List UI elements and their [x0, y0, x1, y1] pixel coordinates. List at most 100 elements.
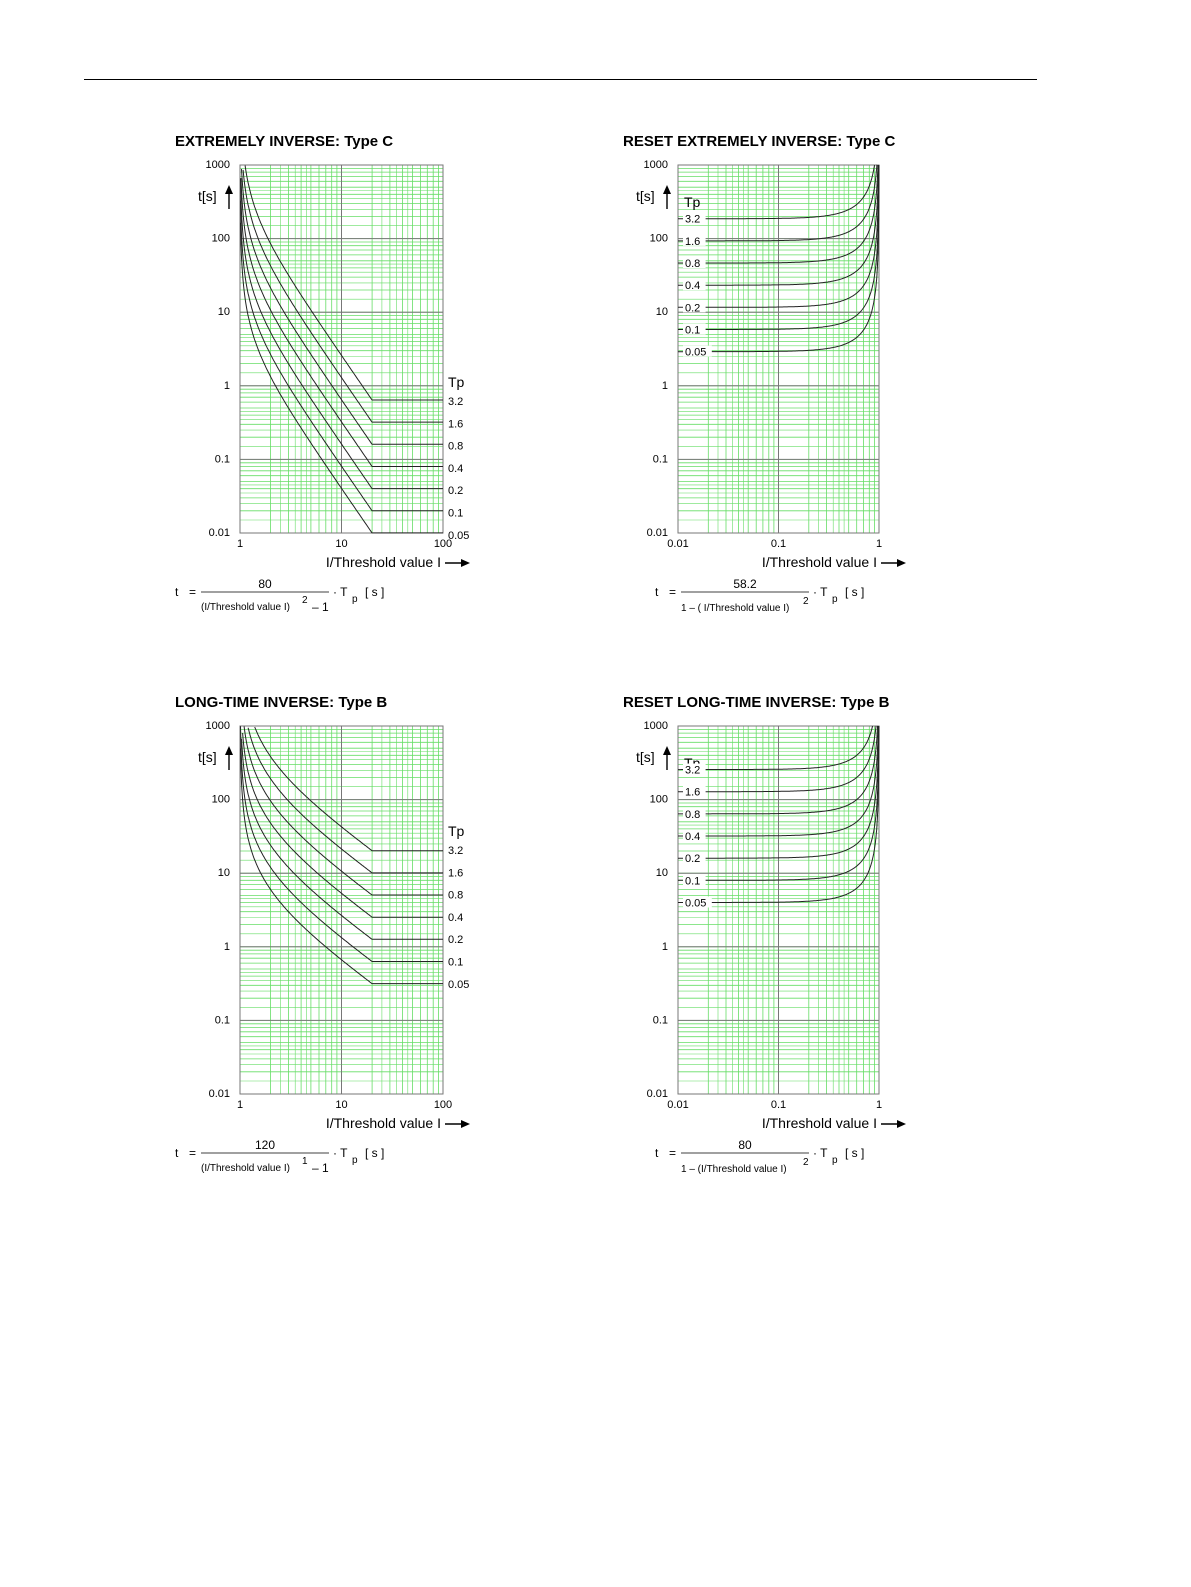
curve-label-1.6: 1.6 — [448, 867, 463, 879]
y-tick-label: 1 — [224, 941, 230, 953]
curve-tp-0.1 — [240, 200, 443, 512]
formula-unit: [ s ] — [365, 1146, 384, 1160]
curve-label-bg — [683, 323, 706, 335]
formula-numerator: 80 — [738, 1138, 752, 1152]
formula-exponent: 2 — [803, 1157, 809, 1168]
curve-label-bg — [683, 896, 712, 908]
curve-tp-3.2 — [678, 725, 874, 771]
y-axis-arrowhead — [225, 185, 233, 194]
formula-eq: = — [669, 585, 676, 599]
x-tick-label: 1 — [237, 1099, 243, 1111]
x-axis-label: I/Threshold value I — [326, 1115, 441, 1131]
formula-numerator: 80 — [258, 577, 272, 591]
curves — [678, 725, 880, 903]
curve-label-1.6: 1.6 — [685, 236, 700, 248]
curve-label-3.2: 3.2 — [448, 845, 463, 857]
chart-title: RESET LONG-TIME INVERSE: Type B — [623, 694, 890, 711]
curve-tp-0.2 — [240, 178, 443, 490]
x-tick-label: 0.1 — [771, 538, 786, 550]
y-tick-label: 10 — [656, 867, 668, 879]
chart-reset-extremely-inverse-c: RESET EXTREMELY INVERSE: Type C 1000 100 1… — [0, 0, 1000, 640]
y-axis-label: t[s] — [636, 749, 655, 765]
formula-denominator: (I/Threshold value I) — [201, 602, 290, 613]
x-tick-label: 100 — [434, 538, 452, 550]
x-tick-label: 100 — [434, 1099, 452, 1111]
curve-tp-0.1 — [678, 726, 880, 881]
curve-label-bg — [683, 212, 706, 224]
curve-tp-0.4 — [242, 732, 443, 918]
curve-tp-0.8 — [678, 725, 879, 815]
y-tick-label: 0.01 — [209, 1088, 230, 1100]
x-tick-label: 10 — [335, 538, 347, 550]
y-tick-label: 1 — [662, 941, 668, 953]
y-axis-label: t[s] — [636, 188, 655, 204]
plot-frame — [239, 725, 444, 1095]
formula-denominator: 1 – ( I/Threshold value I) — [681, 603, 789, 614]
curve-legend-title: Tp — [448, 823, 465, 839]
curve-tp-1.6 — [247, 727, 443, 874]
curve-label-bg — [683, 852, 706, 864]
y-axis-label: t[s] — [198, 749, 217, 765]
curve-label-bg — [683, 301, 706, 313]
curve-tp-0.8 — [243, 726, 443, 896]
curve-label-bg — [683, 234, 706, 246]
curve-tp-1.6 — [678, 164, 878, 242]
formula-eq: = — [189, 1146, 196, 1160]
formula-subscript: p — [352, 594, 358, 605]
curve-tp-0.2 — [678, 164, 880, 308]
y-tick-label: 100 — [650, 233, 668, 245]
formula: t = 80 1 – (I/Threshold value I) 2 · T p [ s ] — [655, 1138, 864, 1175]
curve-label-1.6: 1.6 — [448, 418, 463, 430]
chart-title: RESET EXTREMELY INVERSE: Type C — [623, 133, 896, 150]
formula-eq: = — [669, 1146, 676, 1160]
curve-label-bg — [683, 345, 712, 357]
y-tick-label: 0.01 — [209, 527, 230, 539]
curve-label-0.4: 0.4 — [448, 463, 463, 475]
curve-label-0.05: 0.05 — [685, 897, 706, 909]
formula-numerator: 120 — [255, 1138, 275, 1152]
x-axis-arrowhead — [897, 559, 906, 567]
curve-tp-0.1 — [678, 165, 880, 330]
formula-factor: · T — [333, 585, 348, 599]
curve-tp-0.05 — [240, 748, 443, 985]
curve-label-bg — [683, 785, 706, 797]
x-tick-label: 0.1 — [771, 1099, 786, 1111]
formula-eq: = — [189, 585, 196, 599]
chart-svg: 1000 100 10 1 0.1 0.010.01 0.1 1 t[s] I/Threshold… — [636, 720, 906, 1175]
curve-label-0.2: 0.2 — [685, 302, 700, 314]
plot-frame — [239, 164, 444, 534]
x-tick-label: 0.01 — [667, 1099, 688, 1111]
curve-label-0.05: 0.05 — [685, 347, 706, 359]
y-tick-label: 10 — [218, 306, 230, 318]
curve-tp-1.6 — [678, 725, 877, 793]
curve-label-bg — [683, 874, 706, 886]
curve-label-0.05: 0.05 — [448, 979, 469, 991]
formula-lhs: t — [175, 585, 179, 599]
chart-svg: 1000 100 10 1 0.1 0.01 1 10 100 t[s] I/Threshold v… — [175, 159, 470, 614]
curve-tp-0.1 — [240, 726, 443, 962]
y-tick-label: 0.1 — [653, 453, 668, 465]
plot-frame — [677, 725, 880, 1095]
formula-subscript: p — [352, 1155, 358, 1166]
formula-minus-one: – 1 — [312, 1161, 329, 1175]
curve-label-0.8: 0.8 — [448, 890, 463, 902]
y-tick-label: 1000 — [206, 159, 230, 171]
formula: t = 120 (I/Threshold value I) 1 – 1 · T p [ s ] — [175, 1138, 384, 1175]
curve-label-0.1: 0.1 — [685, 875, 700, 887]
formula: t = 58.2 1 – ( I/Threshold value I) 2 · T p [ s… — [655, 577, 864, 614]
chart-extremely-inverse-c: EXTREMELY INVERSE: Type C 1000 100 10 1 0.1 0… — [0, 0, 600, 640]
chart-title: EXTREMELY INVERSE: Type C — [175, 133, 394, 150]
curve-label-0.1: 0.1 — [685, 324, 700, 336]
curve-tp-0.05 — [678, 165, 880, 353]
formula-subscript: p — [832, 594, 838, 605]
formula-minus-one: – 1 — [312, 600, 329, 614]
curve-tp-0.05 — [678, 726, 880, 903]
y-tick-label: 1 — [224, 380, 230, 392]
y-tick-label: 1000 — [206, 720, 230, 732]
curve-label-0.2: 0.2 — [448, 485, 463, 497]
curve-label-0.4: 0.4 — [448, 912, 463, 924]
curve-label-0.8: 0.8 — [685, 258, 700, 270]
y-tick-label: 0.01 — [647, 1088, 668, 1100]
curves — [678, 164, 880, 353]
y-tick-label: 10 — [656, 306, 668, 318]
